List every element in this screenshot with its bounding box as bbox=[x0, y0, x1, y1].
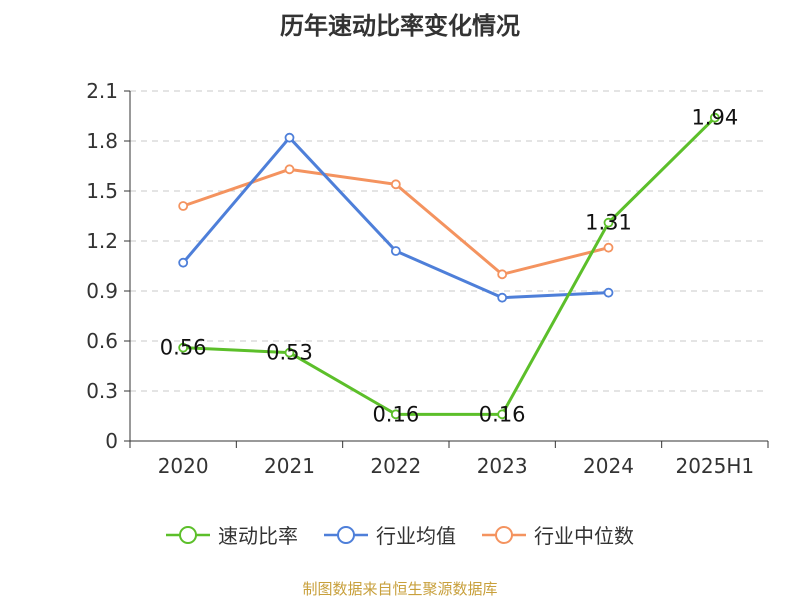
x-tick-label: 2022 bbox=[370, 454, 421, 478]
legend-label: 行业中位数 bbox=[534, 524, 634, 548]
legend-item-industry-mean[interactable]: 行业均值 bbox=[324, 520, 456, 549]
data-point bbox=[497, 292, 508, 303]
legend-marker-icon bbox=[482, 525, 526, 544]
data-point bbox=[390, 409, 401, 420]
legend-circle bbox=[495, 525, 513, 544]
legend-item-quick-ratio[interactable]: 速动比率 bbox=[166, 520, 298, 549]
x-tick-label: 2021 bbox=[264, 454, 315, 478]
legend: 速动比率 行业均值 行业中位数 bbox=[0, 520, 800, 549]
data-label: 1.31 bbox=[585, 211, 632, 235]
data-point bbox=[178, 201, 189, 211]
data-point bbox=[390, 179, 401, 190]
data-point bbox=[178, 342, 189, 353]
chart-title: 历年速动比率变化情况 bbox=[280, 12, 520, 40]
legend-circle bbox=[179, 525, 197, 544]
legend-item-industry-median[interactable]: 行业中位数 bbox=[482, 520, 634, 549]
x-tick-label: 2024 bbox=[583, 454, 634, 478]
data-point bbox=[497, 409, 508, 420]
grid-layer bbox=[130, 90, 768, 392]
series-line-1 bbox=[182, 136, 609, 300]
y-tick-label: 0.3 bbox=[86, 379, 118, 403]
data-point bbox=[709, 112, 720, 123]
y-tick-label: 0.9 bbox=[86, 279, 118, 303]
data-label: 0.16 bbox=[479, 402, 526, 426]
data-point bbox=[284, 347, 295, 358]
y-tick-label: 2.1 bbox=[86, 79, 118, 103]
data-point bbox=[497, 269, 508, 280]
y-tick-label: 0.6 bbox=[86, 329, 118, 353]
axis-layer: 0 0.3 0.6 0.9 1.2 1.5 1.8 2.1 2020 2021 2022 2023 20… bbox=[86, 79, 769, 478]
legend-circle bbox=[337, 525, 355, 544]
data-label: 0.53 bbox=[266, 341, 313, 365]
y-tick-label: 1.8 bbox=[86, 129, 118, 153]
source-note: 制图数据来自恒生聚源数据库 bbox=[302, 580, 498, 598]
series-layer bbox=[178, 112, 720, 420]
legend-marker-icon bbox=[324, 525, 368, 544]
y-tick-label: 1.5 bbox=[86, 179, 118, 203]
data-label: 0.56 bbox=[160, 336, 207, 360]
data-point bbox=[390, 246, 401, 256]
y-tick-label: 1.2 bbox=[86, 229, 118, 253]
legend-label: 速动比率 bbox=[218, 524, 298, 548]
y-tick-label: 0 bbox=[105, 429, 118, 453]
data-label-layer: 0.56 0.53 0.16 0.16 1.31 1.94 bbox=[160, 106, 738, 427]
legend-label: 行业均值 bbox=[376, 524, 456, 548]
data-point bbox=[178, 257, 189, 268]
x-tick-label: 2020 bbox=[158, 454, 209, 478]
data-point bbox=[603, 242, 614, 253]
data-point bbox=[284, 132, 295, 143]
data-point bbox=[603, 217, 614, 228]
data-point bbox=[284, 164, 295, 175]
data-point bbox=[603, 287, 614, 298]
data-label: 1.94 bbox=[691, 106, 738, 130]
x-tick-label: 2025H1 bbox=[675, 454, 754, 478]
data-label: 0.16 bbox=[372, 402, 419, 426]
legend-marker-icon bbox=[166, 525, 210, 544]
series-line-0 bbox=[183, 116, 716, 416]
x-tick-label: 2023 bbox=[477, 454, 528, 478]
